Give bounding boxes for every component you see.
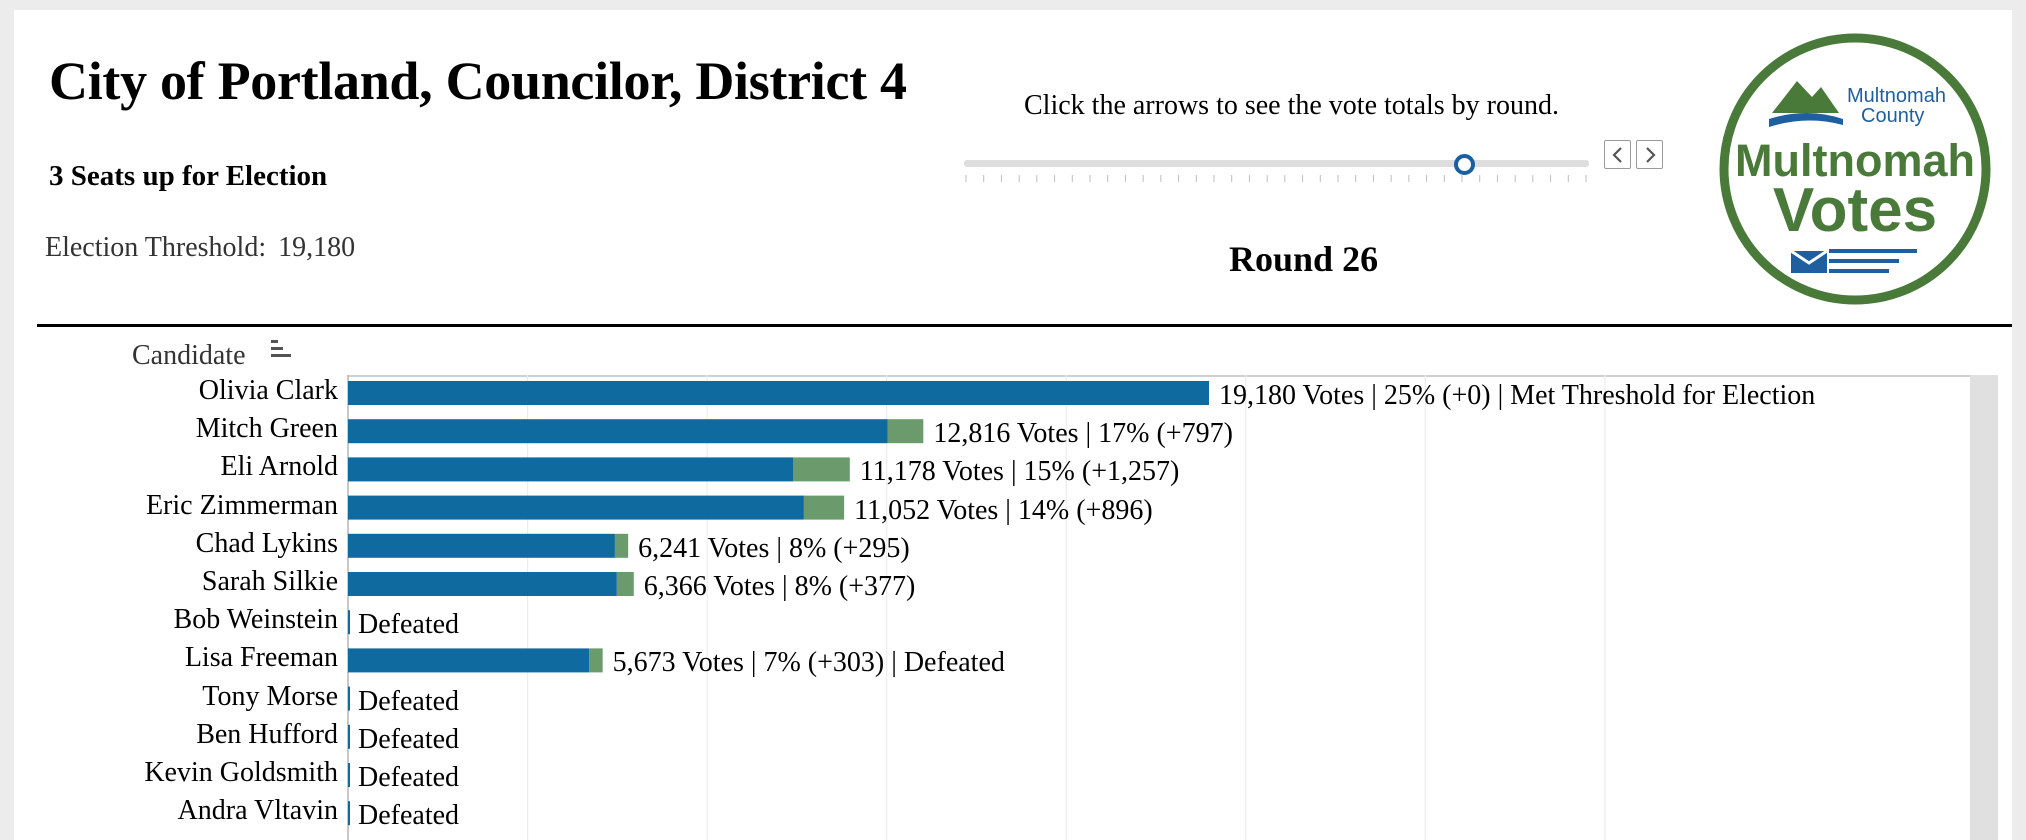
bar-label: 6,366 Votes | 8% (+377)	[643, 571, 916, 602]
votes-bar[interactable]	[348, 533, 615, 558]
transfer-bar[interactable]	[589, 648, 603, 673]
candidate-name: Eric Zimmerman	[145, 489, 338, 521]
votes-bar[interactable]	[348, 495, 804, 520]
threshold-label: Election Threshold:	[45, 232, 267, 263]
candidate-name: Bob Weinstein	[173, 604, 338, 636]
bar-label: 19,180 Votes | 25% (+0) | Met Threshold …	[1219, 380, 1816, 411]
election-threshold: Election Threshold: 19,180	[45, 232, 367, 264]
bar-label: 12,816 Votes | 17% (+797)	[933, 418, 1233, 450]
zero-bar	[348, 724, 350, 749]
round-instruction: Click the arrows to see the vote totals …	[1024, 90, 1559, 121]
candidate-name: Mitch Green	[195, 413, 338, 445]
candidate-name: Kevin Goldsmith	[144, 757, 338, 788]
bar-label: Defeated	[358, 800, 460, 832]
bar-label: 6,241 Votes | 8% (+295)	[638, 532, 910, 564]
transfer-bar[interactable]	[793, 457, 850, 482]
slider-ticks	[965, 175, 1587, 182]
votes-bar[interactable]	[348, 381, 1209, 405]
logo-text-main-2: Votes	[1773, 176, 1937, 245]
transfer-bar[interactable]	[803, 495, 845, 520]
bar-label: 11,052 Votes | 14% (+896)	[854, 494, 1153, 526]
votes-bar[interactable]	[348, 419, 888, 444]
header-divider	[37, 324, 2012, 327]
chevron-left-icon	[1611, 146, 1622, 163]
transfer-bar[interactable]	[614, 533, 629, 558]
slider-thumb[interactable]	[1454, 154, 1475, 175]
candidate-name: Ben Hufford	[196, 718, 338, 750]
votes-bar[interactable]	[348, 648, 590, 673]
logo-text-county-2: County	[1861, 105, 1924, 127]
zero-bar	[348, 686, 350, 711]
threshold-value: 19,180	[278, 232, 356, 263]
mountain-river-icon	[1769, 81, 1843, 127]
chart-scrollbar[interactable]	[1970, 375, 1998, 840]
zero-bar	[348, 610, 350, 635]
next-round-button[interactable]	[1636, 140, 1663, 169]
bar-label: 11,178 Votes | 15% (+1,257)	[859, 456, 1180, 488]
votes-bar[interactable]	[348, 457, 794, 482]
results-card: City of Portland, Councilor, District 4 …	[14, 10, 2012, 840]
page-title: City of Portland, Councilor, District 4	[49, 51, 907, 111]
sort-icon[interactable]	[269, 337, 293, 361]
logo-text-county-1: Multnomah	[1847, 85, 1946, 107]
slider-track[interactable]	[964, 160, 1589, 167]
vote-chart	[347, 375, 1997, 840]
logo-text-main-1: Multnomah	[1735, 135, 1975, 186]
bar-label: Defeated	[358, 762, 460, 793]
zero-bar	[348, 763, 350, 787]
candidate-name: Chad Lykins	[195, 527, 338, 559]
candidate-name: Andra Vltavin	[177, 795, 338, 827]
previous-round-button[interactable]	[1604, 140, 1631, 169]
candidate-name: Sarah Silkie	[201, 566, 338, 597]
bar-label: Defeated	[358, 723, 460, 755]
candidate-column-header[interactable]: Candidate	[132, 340, 246, 371]
bar-label: Defeated	[358, 609, 460, 641]
votes-bar[interactable]	[348, 572, 617, 596]
round-slider[interactable]	[964, 144, 1604, 184]
candidate-name: Lisa Freeman	[184, 642, 338, 674]
envelope-icon	[1790, 249, 1917, 273]
seats-subtitle: 3 Seats up for Election	[49, 160, 328, 192]
zero-bar	[348, 801, 350, 826]
candidate-name: Olivia Clark	[198, 375, 338, 406]
multnomah-votes-logo: Multnomah County Multnomah Votes	[1719, 33, 1991, 305]
candidate-name: Tony Morse	[202, 680, 338, 712]
bar-label: 5,673 Votes | 7% (+303) | Defeated	[612, 647, 1005, 679]
transfer-bar[interactable]	[616, 572, 634, 596]
bar-label: Defeated	[358, 685, 460, 717]
candidate-name: Eli Arnold	[220, 451, 338, 483]
chevron-right-icon	[1645, 146, 1656, 163]
transfer-bar[interactable]	[887, 419, 924, 444]
round-label: Round 26	[1229, 239, 1379, 279]
